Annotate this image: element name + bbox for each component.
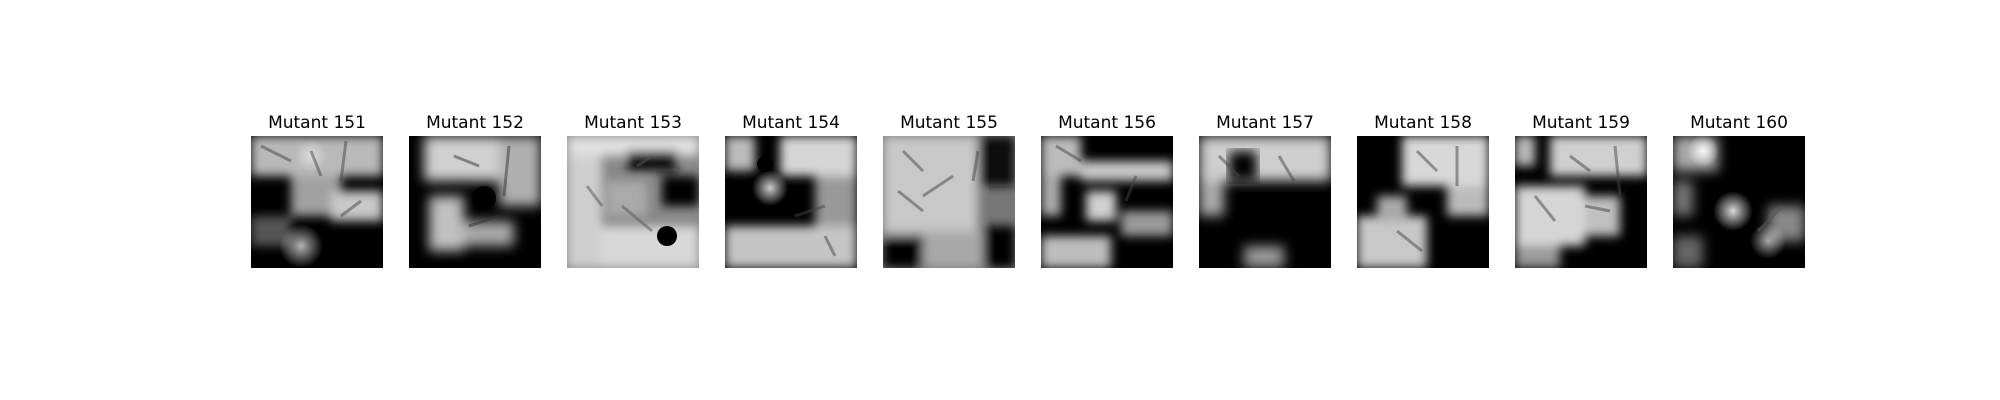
panel-title: Mutant 151 — [268, 113, 366, 133]
panel-title: Mutant 160 — [1690, 113, 1788, 133]
panel-title: Mutant 157 — [1216, 113, 1314, 133]
mutant-image — [883, 136, 1015, 268]
mutant-image — [1357, 136, 1489, 268]
mutant-image — [1673, 136, 1805, 268]
panel-title: Mutant 159 — [1532, 113, 1630, 133]
mutant-image — [251, 136, 383, 268]
mutant-image — [1199, 136, 1331, 268]
panel-title: Mutant 152 — [426, 113, 524, 133]
mutant-image — [1041, 136, 1173, 268]
mutant-image — [567, 136, 699, 268]
mutant-image — [725, 136, 857, 268]
panel-title: Mutant 154 — [742, 113, 840, 133]
panel-title: Mutant 158 — [1374, 113, 1472, 133]
mutant-image — [409, 136, 541, 268]
panel-title: Mutant 156 — [1058, 113, 1156, 133]
mutant-image — [1515, 136, 1647, 268]
panel-title: Mutant 153 — [584, 113, 682, 133]
panel-title: Mutant 155 — [900, 113, 998, 133]
